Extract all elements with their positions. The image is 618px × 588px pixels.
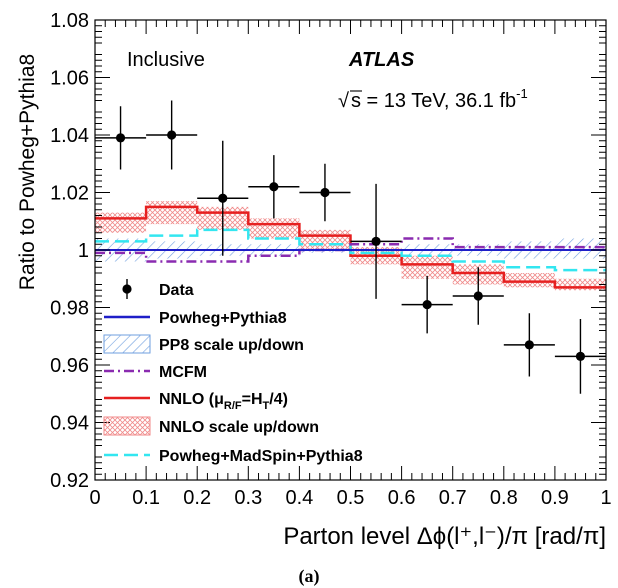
region-label: Inclusive bbox=[127, 49, 205, 71]
sqrt-symbol: √ bbox=[338, 90, 349, 112]
data-point-4 bbox=[320, 187, 330, 198]
y-tick-label-4: 1 bbox=[78, 240, 89, 262]
legend: Data Powheg+Pythia8 PP8 scale up/down MCFM N… bbox=[103, 279, 363, 465]
x-tick-label-9: 0.9 bbox=[541, 487, 569, 509]
nnlo-band-bin-4 bbox=[299, 229, 351, 250]
nnlo-band-bin-1 bbox=[146, 201, 198, 225]
y-tick-label-2: 0.96 bbox=[50, 355, 89, 377]
legend-item-pp8: Powheg+Pythia8 bbox=[104, 310, 287, 327]
legend-item-data: Data bbox=[122, 279, 194, 299]
legend-item-madspin: Powheg+MadSpin+Pythia8 bbox=[104, 448, 363, 465]
data-point-5 bbox=[371, 236, 381, 246]
y-axis-label: Ratio to Powheg+Pythia8 bbox=[16, 54, 39, 290]
x-tick-label-4: 0.4 bbox=[285, 487, 313, 509]
energy-text: s = 13 TeV, 36.1 fb bbox=[351, 90, 516, 112]
legend-label-data: Data bbox=[159, 282, 194, 299]
axis-ticks bbox=[94, 19, 607, 481]
nnlo-band-bin-8 bbox=[503, 273, 555, 288]
x-tick-label-5: 0.5 bbox=[337, 487, 365, 509]
x-tick-label-8: 0.8 bbox=[490, 487, 518, 509]
legend-item-nnloband: NNLO scale up/down bbox=[103, 416, 319, 436]
legend-label-pp8band: PP8 scale up/down bbox=[159, 337, 304, 354]
y-tick-label-8: 1.08 bbox=[50, 10, 89, 32]
nnlo-band-bin-9 bbox=[554, 278, 606, 291]
x-tick-label-1: 0.1 bbox=[132, 487, 160, 509]
x-tick-label-6: 0.6 bbox=[388, 487, 416, 509]
data-point-2 bbox=[218, 193, 228, 203]
pp8-band-bin-9 bbox=[554, 238, 606, 259]
data-point-1 bbox=[167, 130, 177, 140]
line-layer bbox=[95, 205, 606, 289]
nnlo-band-bin-6 bbox=[401, 255, 453, 279]
legend-item-mcfm: MCFM bbox=[104, 364, 207, 381]
data-point-6 bbox=[422, 300, 432, 310]
x-tick-label-0: 0 bbox=[89, 487, 100, 509]
legend-swatch-pp8band bbox=[103, 334, 151, 354]
x-tick-label-3: 0.3 bbox=[234, 487, 262, 509]
atlas-label: ATLAS bbox=[348, 49, 415, 71]
data-point-7 bbox=[473, 291, 483, 301]
axis-tick-labels: 0 0.1 0.2 0.3 0.4 0.5 0.6 0.7 0.8 0.9 1 0.92 0.94 0.9… bbox=[50, 10, 612, 509]
legend-label-nnloband: NNLO scale up/down bbox=[159, 419, 319, 436]
y-tick-label-6: 1.04 bbox=[50, 125, 89, 147]
legend-label-pp8: Powheg+Pythia8 bbox=[159, 310, 287, 327]
x-axis-label: Parton level Δϕ(l⁺,l⁻)/π [rad/π] bbox=[283, 523, 606, 550]
y-tick-label-5: 1.02 bbox=[50, 183, 89, 205]
nnlo-band-bin-0 bbox=[95, 212, 147, 233]
legend-swatch-nnloband bbox=[103, 416, 151, 436]
legend-item-nnlo: NNLO (μR/F=HT/4) bbox=[104, 391, 288, 412]
data-point-layer bbox=[95, 100, 606, 394]
nnlo-band-bin-3 bbox=[248, 218, 300, 239]
y-tick-label-3: 0.98 bbox=[50, 298, 89, 320]
data-point-0 bbox=[115, 133, 126, 143]
x-tick-label-2: 0.2 bbox=[183, 487, 211, 509]
y-tick-label-0: 0.92 bbox=[50, 470, 89, 492]
legend-item-pp8band: PP8 scale up/down bbox=[103, 334, 304, 354]
energy-lumi-label: √ s = 13 TeV, 36.1 fb-1 bbox=[338, 86, 528, 112]
legend-label-madspin: Powheg+MadSpin+Pythia8 bbox=[159, 448, 363, 465]
panel-label: (a) bbox=[299, 566, 320, 587]
svg-text:s = 13 TeV, 36.1 fb-1: s = 13 TeV, 36.1 fb-1 bbox=[351, 86, 528, 112]
data-point-3 bbox=[269, 182, 279, 192]
legend-swatch-data bbox=[122, 284, 132, 294]
legend-label-mcfm: MCFM bbox=[159, 364, 207, 381]
y-tick-label-7: 1.06 bbox=[50, 68, 89, 90]
legend-label-nnlo: NNLO (μR/F=HT/4) bbox=[159, 391, 288, 412]
x-tick-label-7: 0.7 bbox=[439, 487, 467, 509]
data-point-8 bbox=[524, 340, 534, 350]
madspin-line bbox=[95, 228, 606, 272]
data-point-9 bbox=[575, 351, 586, 361]
y-tick-label-1: 0.94 bbox=[50, 413, 89, 435]
energy-superscript: -1 bbox=[516, 86, 528, 101]
x-tick-label-10: 1 bbox=[600, 487, 611, 509]
